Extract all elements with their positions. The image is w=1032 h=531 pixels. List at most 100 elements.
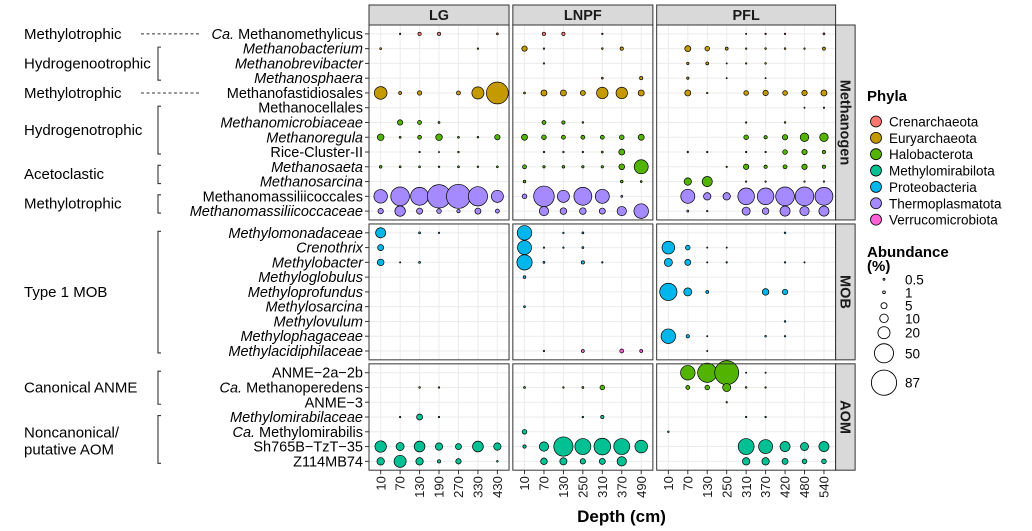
data-point [704, 45, 710, 52]
taxon-name: Crenothrix [296, 241, 364, 257]
data-point [706, 91, 709, 95]
data-point [533, 185, 555, 207]
strip-background [368, 4, 510, 26]
data-point [437, 415, 441, 419]
data-point [455, 443, 462, 450]
taxon-name: Methylomirabilis [259, 425, 363, 441]
data-point [601, 150, 604, 154]
x-tick-label: 310 [595, 476, 610, 498]
x-tick-label: 310 [739, 476, 754, 498]
functional-group: Methylotrophic [24, 85, 200, 102]
data-point [744, 386, 748, 389]
y-tick-label: Methanoregula [266, 130, 363, 146]
data-point [686, 61, 690, 65]
taxon-name: Methanomicrobiaceae [220, 115, 363, 131]
data-point [783, 121, 787, 124]
data-point [783, 32, 787, 35]
strip-lnpf: LNPF [512, 4, 654, 26]
legend-item-proteobacteria: Proteobacteria [870, 180, 977, 195]
data-point [542, 150, 546, 154]
data-point [494, 134, 501, 141]
data-point [725, 62, 728, 65]
data-point [782, 149, 788, 155]
data-point [745, 371, 748, 374]
taxon-name: Sh765B−TzT−35 [253, 440, 363, 456]
data-point [684, 258, 692, 266]
data-point [783, 231, 787, 235]
y-tick-label: Ca. Methanomethylicus [212, 27, 364, 43]
data-point [522, 275, 527, 279]
strip-methanogen: Methanogen [835, 24, 856, 221]
data-point [457, 135, 460, 139]
data-point [598, 207, 606, 215]
data-point [579, 458, 586, 465]
functional-group-label: Methylotrophic [24, 85, 122, 102]
data-point [378, 165, 383, 169]
size-legend-label: 5 [905, 299, 913, 314]
size-legend-circle [879, 313, 889, 324]
data-point [764, 77, 767, 80]
data-point [416, 413, 423, 421]
data-point [398, 91, 402, 95]
data-point [762, 89, 769, 96]
data-point [763, 135, 768, 140]
data-point [476, 136, 480, 139]
data-point [803, 47, 806, 50]
data-point [399, 32, 402, 35]
x-tick-label: 70 [680, 476, 695, 490]
data-point [775, 186, 795, 207]
data-point [741, 206, 751, 216]
data-point [764, 150, 767, 154]
legend-item-euryarchaeota: Euryarchaeota [870, 131, 977, 146]
data-point [398, 135, 402, 139]
taxon-name: Methylomirabilaceae [230, 410, 363, 426]
taxon-name: Methylomonadaceae [228, 226, 363, 242]
data-point [620, 179, 624, 184]
taxon-name: Methanobacterium [243, 42, 363, 58]
data-point [686, 209, 690, 213]
data-point [538, 206, 549, 217]
size-legend-circle [870, 369, 898, 396]
data-point [399, 261, 402, 264]
data-point [600, 165, 604, 169]
x-tick-label: 190 [432, 476, 447, 498]
size-legend-label: 87 [905, 376, 920, 391]
data-point [493, 442, 502, 451]
legend-label: Euryarchaeota [889, 131, 977, 146]
data-point [680, 365, 696, 381]
data-point [764, 371, 767, 374]
taxon-name: Methanoperedens [246, 380, 363, 396]
legend-swatch [870, 148, 882, 161]
data-point [541, 31, 546, 36]
y-tick-label: Methanocellales [258, 101, 363, 117]
y-tick-label: ANME−3 [305, 395, 363, 411]
data-point [764, 415, 767, 419]
data-point [616, 206, 627, 217]
y-tick-label: Methyloprofundus [248, 285, 363, 301]
panel-pfl-mob [656, 223, 837, 361]
data-point [561, 31, 566, 36]
data-point [781, 457, 789, 465]
data-point [394, 205, 406, 217]
data-point [745, 47, 748, 50]
data-point [764, 62, 767, 65]
legend-label: Crenarchaeota [889, 115, 979, 130]
size-legend-circle [882, 290, 886, 295]
taxon-name: Methylacidiphilaceae [228, 344, 363, 360]
data-point [542, 47, 546, 50]
functional-group: Acetoclastic [24, 164, 161, 185]
strip-label: AOM [836, 400, 852, 434]
y-tick-label: Methanofastidiosales [227, 86, 363, 102]
data-point [540, 457, 548, 465]
y-tick-label: Rice-Cluster-II [270, 145, 363, 161]
data-point [745, 415, 748, 419]
panel-border [512, 223, 654, 361]
taxon-name: Methanomassiliicoccaceae [190, 204, 363, 220]
data-point [801, 458, 808, 465]
data-point [703, 192, 712, 201]
functional-group: Noncanonical/putative AOM [24, 414, 161, 464]
data-point [799, 206, 810, 217]
data-point [704, 384, 710, 391]
strip-lg: LG [368, 4, 510, 26]
